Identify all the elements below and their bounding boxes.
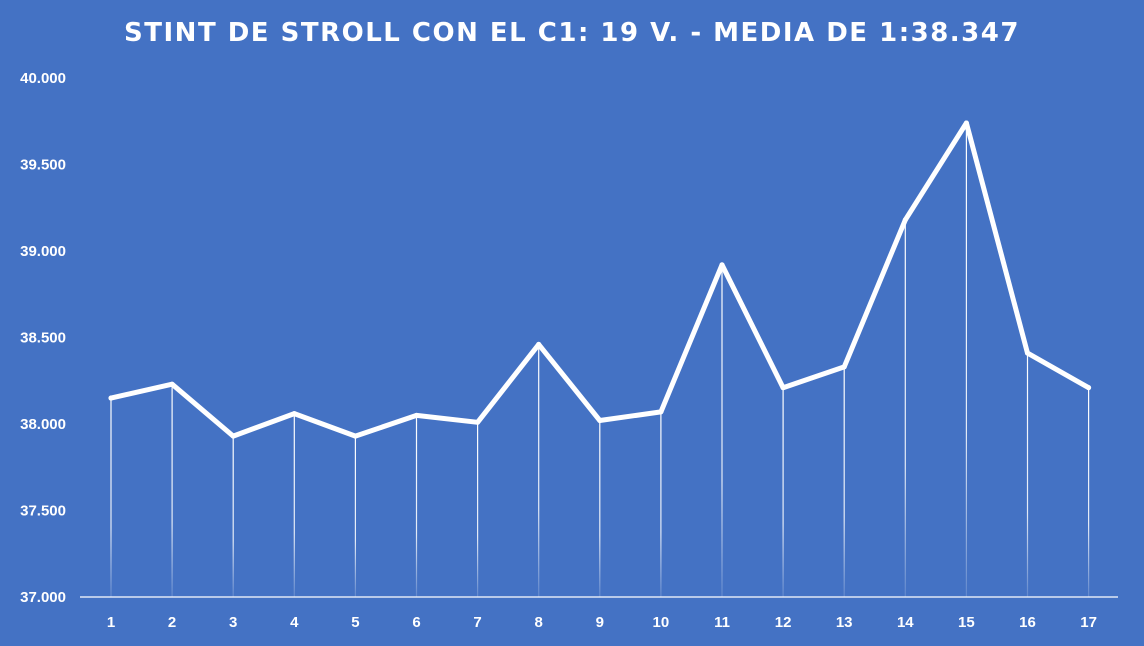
series-line [108,120,1092,439]
x-tick-label: 4 [290,614,299,631]
x-tick-label: 17 [1080,614,1097,631]
y-tick-label: 37.500 [20,503,66,520]
x-tick-label: 11 [714,614,730,631]
x-tick-label: 5 [351,614,359,631]
data-point [1025,350,1030,356]
chart-title: STINT DE STROLL CON EL C1: 19 V. - MEDIA… [124,18,1020,48]
drop-line [599,420,601,597]
drop-line [721,264,723,597]
x-tick-label: 7 [473,614,481,631]
x-tick-label: 1 [107,614,115,631]
data-point [352,433,358,439]
x-tick-label: 12 [775,614,792,631]
data-point [963,120,969,126]
drop-line [1026,353,1029,597]
y-tick-label: 37.000 [20,589,66,606]
y-tick-label: 39.000 [20,243,66,260]
drop-line [965,122,967,597]
drop-line [843,366,845,597]
drop-line [1088,387,1090,597]
x-tick-label: 16 [1019,614,1036,631]
x-tick-label: 10 [653,614,670,631]
drop-line [110,398,112,597]
data-point [719,262,725,268]
data-point [475,419,481,425]
data-point [108,395,114,401]
drop-line [538,344,540,597]
x-tick-label: 2 [168,614,176,631]
drop-line [477,422,479,597]
drop-line [354,436,356,597]
drop-line [232,436,234,597]
data-point [536,341,542,347]
data-point [291,411,297,417]
y-tick-label: 38.000 [20,416,66,433]
data-point [414,412,419,418]
data-point [780,385,786,391]
drop-line [904,219,906,598]
y-tick-label: 38.500 [20,330,66,347]
x-tick-label: 8 [535,614,543,631]
data-point [902,217,908,223]
x-tick-label: 3 [229,614,237,631]
data-point [169,381,175,387]
x-tick-label: 6 [412,614,420,631]
drop-line [293,413,295,597]
x-tick-label: 9 [596,614,604,631]
data-point [658,409,664,415]
x-tick-label: 13 [836,614,853,631]
drop-line [171,384,173,597]
drop-line [415,415,418,597]
data-point [230,433,236,439]
data-point [597,418,603,424]
x-tick-label: 14 [897,614,914,631]
data-point [1086,385,1092,391]
drop-line [660,411,662,597]
y-tick-label: 40.000 [20,70,66,87]
x-tick-label: 15 [958,614,975,631]
data-point [841,364,847,370]
drop-line [782,387,784,597]
y-tick-label: 39.500 [20,157,66,174]
